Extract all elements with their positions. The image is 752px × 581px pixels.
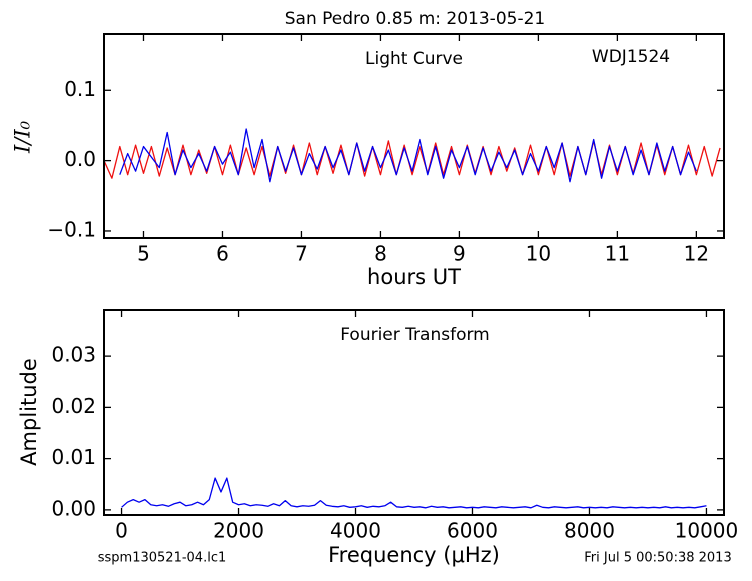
plot-frame xyxy=(103,33,725,239)
figure-title: San Pedro 0.85 m: 2013-05-21 xyxy=(285,9,545,29)
x-tick-label: 10 xyxy=(526,242,551,266)
y-tick-label: 0.00 xyxy=(51,496,96,520)
y-tick-label: 0.01 xyxy=(51,445,96,469)
x-tick-label: 4000 xyxy=(330,519,381,543)
footer-left: sspm130521-04.lc1 xyxy=(98,551,226,566)
x-tick-label: 6 xyxy=(216,242,229,266)
annotation: Light Curve xyxy=(365,49,463,69)
x-tick-label: 7 xyxy=(295,242,308,266)
x-axis-label: hours UT xyxy=(367,265,461,289)
footer-right: Fri Jul 5 00:50:38 2013 xyxy=(584,551,731,566)
x-tick-label: 10000 xyxy=(675,519,739,543)
y-tick-label: −0.1 xyxy=(47,217,96,241)
y-tick-label: 0.03 xyxy=(51,343,96,367)
y-tick-label: 0.1 xyxy=(64,77,96,101)
x-axis-label: Frequency (μHz) xyxy=(328,543,500,567)
x-tick-label: 5 xyxy=(137,242,150,266)
x-tick-label: 12 xyxy=(684,242,709,266)
plot-frame xyxy=(103,309,725,516)
data-line xyxy=(119,128,697,183)
data-line xyxy=(121,477,707,509)
x-tick-label: 6000 xyxy=(447,519,498,543)
x-tick-label: 9 xyxy=(453,242,466,266)
y-tick-label: 0.02 xyxy=(51,394,96,418)
annotation: Fourier Transform xyxy=(340,325,489,345)
x-tick-label: 2000 xyxy=(213,519,264,543)
x-tick-label: 8 xyxy=(374,242,387,266)
data-line xyxy=(104,140,721,179)
y-tick-label: 0.0 xyxy=(64,147,96,171)
x-tick-label: 11 xyxy=(605,242,630,266)
x-tick-label: 0 xyxy=(115,519,128,543)
annotation: WDJ1524 xyxy=(592,47,670,67)
y-axis-label: I/I₀ xyxy=(11,120,35,154)
y-axis-label: Amplitude xyxy=(17,358,41,466)
x-tick-label: 8000 xyxy=(564,519,615,543)
